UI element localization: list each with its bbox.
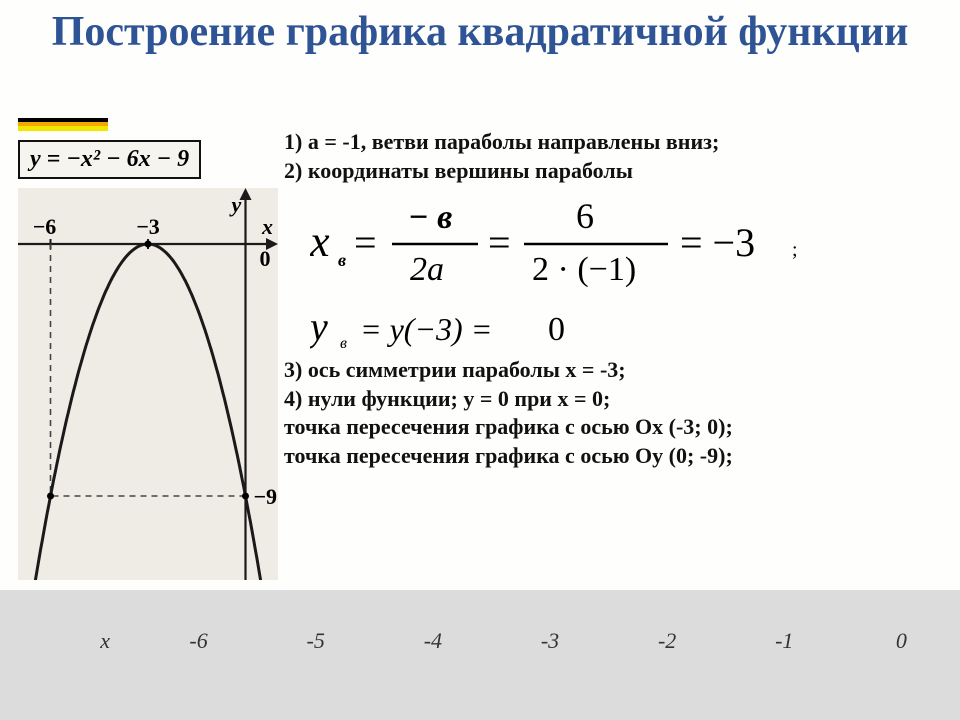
step-3: 3) ось симметрии параболы х = -3; bbox=[284, 356, 944, 385]
svg-text:−3: −3 bbox=[136, 214, 160, 239]
svg-text:−9: −9 bbox=[254, 484, 278, 509]
table-cell: -2 bbox=[609, 590, 726, 680]
accent-bar bbox=[18, 118, 108, 136]
formula1-num1: − в bbox=[408, 199, 452, 236]
step-5: точка пересечения графика с осью Ох (-3;… bbox=[284, 413, 944, 442]
table: x -6 -5 -4 -3 -2 -1 0 bbox=[0, 590, 960, 680]
formula2-mid: = y(−3) = bbox=[360, 311, 492, 347]
table-row-x: x -6 -5 -4 -3 -2 -1 0 bbox=[0, 590, 960, 680]
formula-y-vertex: y в = y(−3) = 0 bbox=[310, 304, 730, 352]
svg-text:0: 0 bbox=[260, 246, 271, 271]
formula1-den1: 2а bbox=[410, 251, 444, 288]
svg-text:−6: −6 bbox=[33, 214, 57, 239]
formula1-num2: 6 bbox=[576, 196, 594, 236]
formula1-sub: в bbox=[338, 250, 346, 270]
parabola-graph: −6−30yx−9 bbox=[18, 188, 278, 580]
formula2-rhs: 0 bbox=[548, 311, 565, 348]
formula-x-vertex: x в = − в 2а = 6 2 · (−1) = −3 ; bbox=[310, 186, 870, 296]
table-cell: -3 bbox=[491, 590, 608, 680]
steps-1-2: 1) а = -1, ветви параболы направлены вни… bbox=[284, 128, 944, 185]
equation-box: y = −x² − 6x − 9 bbox=[18, 140, 201, 179]
formula2-sub: в bbox=[340, 335, 347, 352]
step-2: 2) координаты вершины параболы bbox=[284, 157, 944, 186]
step-1: 1) а = -1, ветви параболы направлены вни… bbox=[284, 128, 944, 157]
table-header-x: x bbox=[0, 590, 140, 680]
formula1-lhs: x bbox=[310, 217, 330, 266]
equation-text: y = −x² − 6x − 9 bbox=[30, 146, 189, 172]
table-cell: -6 bbox=[140, 590, 257, 680]
step-6: точка пересечения графика с осью Оу (0; … bbox=[284, 442, 944, 471]
page-title: Построение графика квадратичной функции bbox=[0, 0, 960, 60]
slide: Построение графика квадратичной функции … bbox=[0, 0, 960, 720]
table-cell: -5 bbox=[257, 590, 374, 680]
steps-3-6: 3) ось симметрии параболы х = -3; 4) нул… bbox=[284, 356, 944, 470]
formula1-den2: 2 · (−1) bbox=[532, 251, 636, 288]
value-table: x -6 -5 -4 -3 -2 -1 0 bbox=[0, 590, 960, 720]
svg-text:=: = bbox=[354, 220, 377, 265]
formula1-trailing: ; bbox=[792, 239, 798, 261]
step-4: 4) нули функции; у = 0 при х = 0; bbox=[284, 385, 944, 414]
svg-text:=: = bbox=[488, 220, 511, 265]
table-cell: -4 bbox=[374, 590, 491, 680]
table-cell: -1 bbox=[726, 590, 843, 680]
table-cell: 0 bbox=[843, 590, 960, 680]
svg-text:x: x bbox=[261, 214, 273, 239]
formula2-lhs: y bbox=[310, 304, 328, 349]
formula1-rhs: = −3 bbox=[680, 220, 755, 265]
